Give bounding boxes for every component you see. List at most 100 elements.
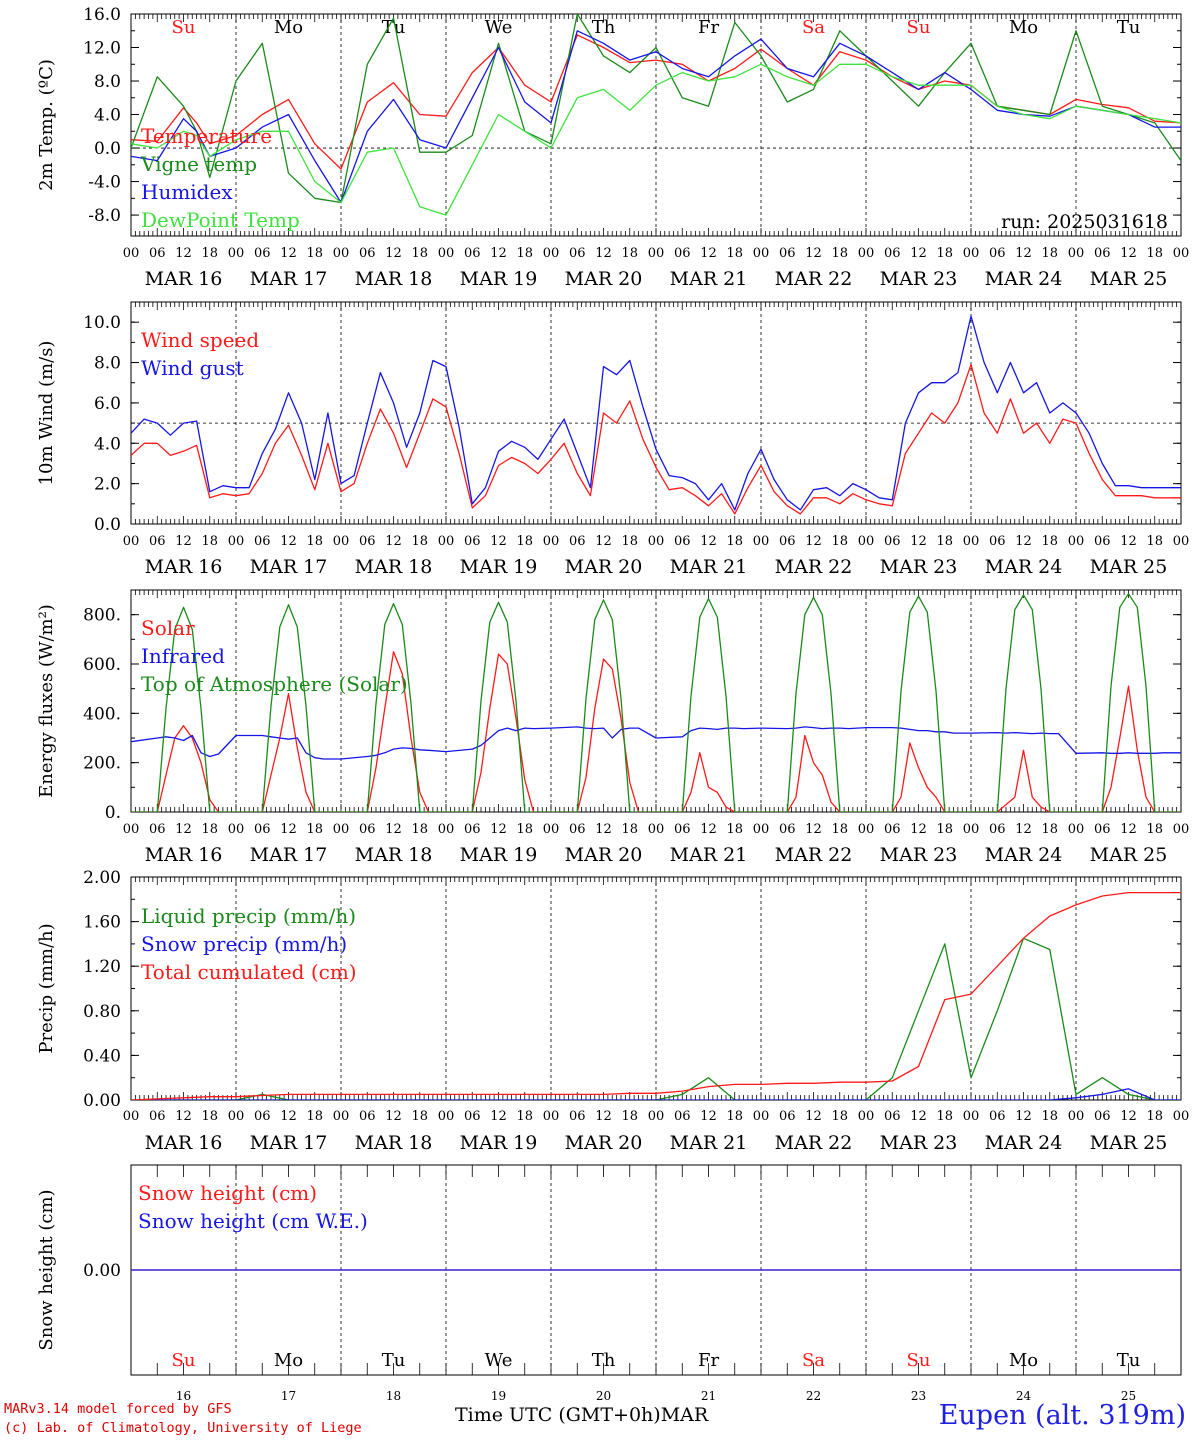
y-tick-label: 1.20 (83, 957, 121, 977)
hour-label: 12 (700, 534, 717, 549)
hour-label: 18 (1041, 246, 1058, 261)
hour-label: 06 (254, 822, 271, 837)
x-axis-title: Time UTC (GMT+0h)MAR (455, 1404, 708, 1426)
hour-label: 12 (385, 534, 402, 549)
date-label: MAR 16 (145, 268, 223, 290)
hour-label: 12 (805, 534, 822, 549)
hour-label: 00 (1068, 1109, 1085, 1124)
series-line-solar (131, 651, 1181, 812)
hour-label: 00 (543, 534, 560, 549)
panel-4: 0.00 0.40 0.80 1.20 1.60 2.00 Precip (mm/h) 00 0… (36, 868, 1189, 1154)
hour-label: 00 (1173, 534, 1190, 549)
legend-entry: Snow height (cm W.E.) (138, 1209, 368, 1233)
hour-label: 00 (123, 246, 140, 261)
hour-label: 12 (175, 1109, 192, 1124)
date-label: MAR 24 (985, 556, 1063, 578)
y-tick-label: 0.00 (83, 1091, 121, 1111)
hour-label: 18 (831, 1109, 848, 1124)
day-name: Su (172, 17, 196, 38)
day-name: Su (907, 1350, 931, 1371)
hour-label: 06 (884, 1109, 901, 1124)
hour-label: 00 (333, 822, 350, 837)
date-label: MAR 25 (1090, 1132, 1168, 1154)
hour-label: 18 (726, 246, 743, 261)
day-number: 17 (281, 1389, 296, 1403)
hour-label: 06 (149, 1109, 166, 1124)
hour-label: 06 (779, 246, 796, 261)
hour-label: 06 (359, 1109, 376, 1124)
legend-entry: Wind speed (141, 328, 259, 352)
month-label: MAR (660, 1404, 709, 1426)
hour-label: 18 (411, 246, 428, 261)
day-name: Mo (1009, 1350, 1038, 1371)
hour-label: 18 (1041, 534, 1058, 549)
hour-label: 18 (621, 246, 638, 261)
hour-label: 12 (1120, 534, 1137, 549)
hour-label: 00 (648, 822, 665, 837)
y-tick-label: 400. (83, 704, 121, 724)
hour-label: 12 (910, 822, 927, 837)
hour-label: 12 (700, 1109, 717, 1124)
y-tick-label: 8.0 (94, 354, 121, 374)
date-label: MAR 22 (775, 844, 853, 866)
model-credit: MARv3.14 model forced by GFS (c) Lab. of… (4, 1400, 362, 1438)
hour-label: 06 (989, 246, 1006, 261)
day-number: 18 (386, 1389, 401, 1403)
hour-label: 12 (700, 822, 717, 837)
run-label: run: 2025031618 (1001, 211, 1168, 233)
hour-label: 18 (306, 822, 323, 837)
legend-entry: Total cumulated (cm) (141, 960, 357, 984)
hour-label: 12 (385, 1109, 402, 1124)
y-tick-label: 200. (83, 754, 121, 774)
hour-label: 12 (1015, 822, 1032, 837)
hour-label: 12 (805, 1109, 822, 1124)
y-tick-label: 16.0 (83, 5, 121, 25)
panel-2: 0.0 2.0 4.0 6.0 8.0 10.0 10m Wind (m/s) 00 06 12 1… (36, 301, 1190, 578)
y-axis-label: 10m Wind (m/s) (36, 341, 57, 486)
legend-entry: Snow height (cm) (138, 1181, 317, 1205)
hour-label: 12 (280, 822, 297, 837)
hour-label: 00 (438, 822, 455, 837)
legend-entry: Wind gust (141, 356, 244, 380)
model-line: MARv3.14 model forced by GFS (4, 1401, 232, 1417)
series-line-liquid-precip-mm-h- (131, 937, 1181, 1100)
y-tick-label: 0.80 (83, 1002, 121, 1022)
hour-label: 06 (254, 246, 271, 261)
day-name: Sa (802, 1350, 825, 1371)
date-label: MAR 20 (565, 1132, 643, 1154)
y-tick-label: 1.60 (83, 913, 121, 933)
date-label: MAR 17 (250, 268, 328, 290)
hour-label: 18 (621, 1109, 638, 1124)
hour-label: 18 (1146, 1109, 1163, 1124)
hour-label: 18 (936, 534, 953, 549)
hour-label: 00 (543, 822, 560, 837)
date-label: MAR 24 (985, 844, 1063, 866)
hour-label: 18 (1041, 1109, 1058, 1124)
hour-label: 12 (910, 1109, 927, 1124)
hour-label: 18 (411, 534, 428, 549)
hour-label: 12 (910, 534, 927, 549)
y-axis-label: Precip (mm/h) (36, 923, 57, 1053)
hour-label: 00 (858, 246, 875, 261)
day-name: Fr (698, 1350, 719, 1371)
date-label: MAR 23 (880, 1132, 958, 1154)
hour-label: 18 (201, 534, 218, 549)
hour-label: 12 (1015, 1109, 1032, 1124)
hour-label: 00 (648, 1109, 665, 1124)
hour-label: 06 (254, 1109, 271, 1124)
hour-label: 18 (201, 1109, 218, 1124)
date-label: MAR 25 (1090, 844, 1168, 866)
hour-label: 06 (779, 822, 796, 837)
hour-label: 18 (201, 822, 218, 837)
hour-label: 12 (490, 822, 507, 837)
hour-label: 06 (989, 1109, 1006, 1124)
hour-label: 12 (805, 822, 822, 837)
date-label: MAR 20 (565, 268, 643, 290)
hour-label: 00 (333, 246, 350, 261)
hour-label: 00 (963, 822, 980, 837)
hour-label: 18 (1041, 822, 1058, 837)
day-name: Tu (1117, 1350, 1141, 1371)
hour-label: 12 (490, 246, 507, 261)
hour-label: 18 (831, 534, 848, 549)
day-name: Th (592, 1350, 616, 1371)
